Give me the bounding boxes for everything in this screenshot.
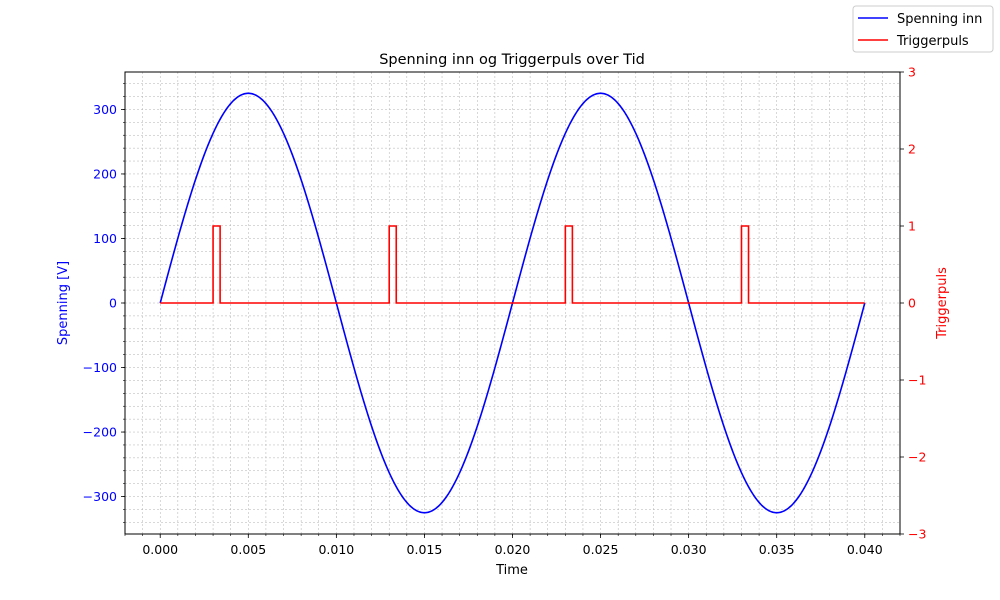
x-tick-label: 0.005 bbox=[230, 542, 266, 557]
x-tick-label: 0.035 bbox=[759, 542, 795, 557]
series-line-triggerpuls bbox=[160, 225, 865, 304]
x-tick-label: 0.030 bbox=[671, 542, 707, 557]
x-tick-label: 0.020 bbox=[495, 542, 531, 557]
y-left-tick-label: 0 bbox=[109, 296, 117, 311]
axes: 0.000 0.005 0.010 0.015 0.020 0.025 0.030 0.035… bbox=[83, 65, 927, 558]
series-layer bbox=[159, 92, 866, 514]
x-tick-label: 0.025 bbox=[583, 542, 619, 557]
y-axis-label-left: Spenning [V] bbox=[56, 261, 71, 345]
grid bbox=[124, 72, 901, 534]
x-tick-label: 0.010 bbox=[318, 542, 354, 557]
y-axis-label-right: Triggerpuls bbox=[935, 267, 950, 340]
legend: Spenning inn Triggerpuls bbox=[852, 5, 994, 53]
y-right-tick-label: 3 bbox=[908, 65, 916, 80]
x-tick-label: 0.040 bbox=[847, 542, 883, 557]
y-left-tick-label: 100 bbox=[93, 231, 117, 246]
y-left-tick-label: 200 bbox=[93, 166, 117, 181]
legend-label-spenning-inn: Spenning inn bbox=[897, 12, 982, 27]
y-right-tick-label: −2 bbox=[908, 450, 926, 465]
chart-title: Spenning inn og Triggerpuls over Tid bbox=[379, 52, 645, 68]
y-left-tick-label: −100 bbox=[83, 360, 117, 375]
y-right-tick-label: 0 bbox=[908, 296, 916, 311]
y-left-tick-label: 300 bbox=[93, 102, 117, 117]
x-tick-label: 0.015 bbox=[407, 542, 443, 557]
y-right-tick-label: −3 bbox=[908, 527, 926, 542]
x-axis-label: Time bbox=[495, 563, 528, 578]
x-tick-label: 0.000 bbox=[142, 542, 178, 557]
y-left-tick-label: −200 bbox=[83, 425, 117, 440]
y-right-tick-label: −1 bbox=[908, 373, 926, 388]
y-right-tick-label: 2 bbox=[908, 142, 916, 157]
y-left-tick-label: −300 bbox=[83, 489, 117, 504]
legend-label-triggerpuls: Triggerpuls bbox=[896, 34, 969, 49]
y-right-tick-label: 1 bbox=[908, 219, 916, 234]
